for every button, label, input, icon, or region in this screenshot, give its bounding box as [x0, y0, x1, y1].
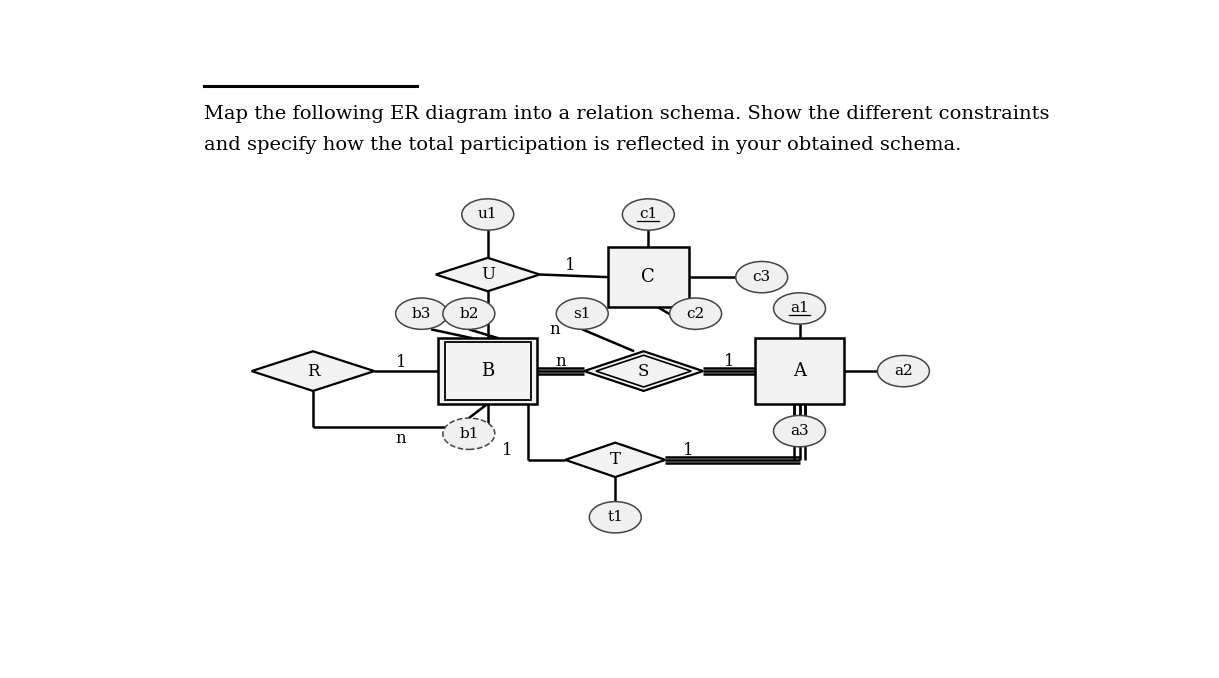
- Ellipse shape: [556, 298, 608, 330]
- Ellipse shape: [462, 199, 513, 230]
- Text: 1: 1: [564, 257, 575, 274]
- Text: T: T: [610, 452, 620, 468]
- Text: n: n: [549, 321, 560, 338]
- Ellipse shape: [589, 502, 641, 533]
- Text: n: n: [556, 353, 567, 370]
- Text: a2: a2: [894, 364, 913, 378]
- Bar: [608, 247, 689, 307]
- Text: 1: 1: [502, 442, 512, 459]
- Polygon shape: [436, 258, 540, 292]
- Ellipse shape: [396, 298, 447, 330]
- Text: c3: c3: [752, 270, 770, 284]
- Text: t1: t1: [607, 511, 623, 524]
- Bar: [755, 338, 845, 403]
- Text: b2: b2: [460, 306, 479, 321]
- Text: c2: c2: [686, 306, 705, 321]
- Ellipse shape: [623, 199, 674, 230]
- Text: R: R: [307, 363, 319, 380]
- Polygon shape: [251, 351, 374, 391]
- Text: s1: s1: [573, 306, 591, 321]
- Ellipse shape: [442, 298, 495, 330]
- Text: 1: 1: [395, 354, 406, 372]
- Text: B: B: [482, 362, 495, 380]
- Ellipse shape: [736, 262, 787, 293]
- Ellipse shape: [442, 418, 495, 450]
- Text: b3: b3: [412, 306, 432, 321]
- Text: a1: a1: [790, 302, 809, 315]
- Text: c1: c1: [639, 207, 657, 222]
- Text: A: A: [794, 362, 806, 380]
- Text: 1: 1: [683, 442, 694, 459]
- Text: u1: u1: [478, 207, 497, 222]
- Ellipse shape: [774, 416, 825, 447]
- Polygon shape: [566, 443, 666, 477]
- Text: n: n: [395, 431, 406, 447]
- Bar: [445, 342, 530, 400]
- Text: Map the following ER diagram into a relation schema. Show the different constrai: Map the following ER diagram into a rela…: [205, 105, 1050, 123]
- Polygon shape: [584, 351, 703, 391]
- Text: and specify how the total participation is reflected in your obtained schema.: and specify how the total participation …: [205, 136, 962, 154]
- Text: S: S: [638, 363, 650, 380]
- Text: 1: 1: [724, 353, 735, 370]
- Text: a3: a3: [790, 424, 809, 438]
- Text: b1: b1: [460, 426, 479, 441]
- Ellipse shape: [878, 355, 929, 386]
- Text: C: C: [641, 268, 656, 286]
- Ellipse shape: [669, 298, 722, 330]
- Text: U: U: [480, 266, 495, 283]
- Bar: [438, 338, 538, 403]
- Ellipse shape: [774, 293, 825, 324]
